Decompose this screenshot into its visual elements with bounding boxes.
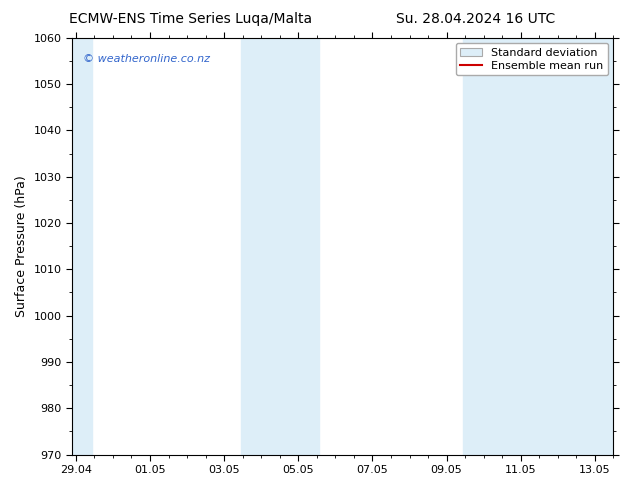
Bar — [241, 38, 319, 455]
Bar — [463, 38, 614, 455]
Y-axis label: Surface Pressure (hPa): Surface Pressure (hPa) — [15, 175, 28, 317]
Legend: Standard deviation, Ensemble mean run: Standard deviation, Ensemble mean run — [456, 43, 608, 75]
Text: ECMW-ENS Time Series Luqa/Malta: ECMW-ENS Time Series Luqa/Malta — [68, 12, 312, 26]
Text: Su. 28.04.2024 16 UTC: Su. 28.04.2024 16 UTC — [396, 12, 555, 26]
Bar — [72, 38, 93, 455]
Text: © weatheronline.co.nz: © weatheronline.co.nz — [83, 54, 210, 64]
